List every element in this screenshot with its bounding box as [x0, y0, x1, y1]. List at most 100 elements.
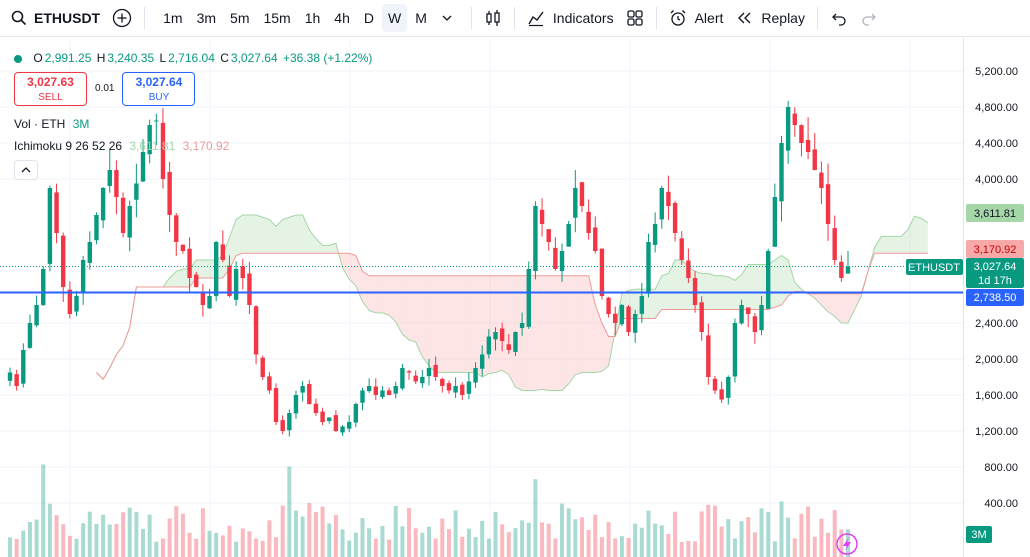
volume-bar [194, 538, 199, 557]
cloud-segment [568, 275, 576, 384]
chevron-up-icon [21, 167, 31, 173]
volume-bar [287, 466, 292, 557]
cloud-segment [814, 293, 822, 305]
cloud-segment [828, 293, 835, 317]
candle-body [41, 269, 46, 306]
volume-bar [593, 514, 598, 557]
price-axis[interactable]: 5,200.00 4,800.00 4,400.00 4,000.00 2,400.00… [975, 66, 1018, 510]
symbol-search-button[interactable]: ETHUSDT [0, 0, 106, 37]
candle-body [759, 305, 764, 331]
candle-body [453, 386, 458, 393]
candle-body [632, 314, 638, 333]
price-tick-label: 2,000.00 [975, 354, 1018, 366]
change-value: +36.38 (+1.22%) [282, 51, 373, 65]
cloud-segment [834, 293, 842, 323]
cloud-segment [362, 271, 370, 311]
candle-body [426, 368, 432, 377]
candle-body [400, 368, 405, 389]
collapse-legend-button[interactable] [14, 160, 38, 180]
lightning-icon[interactable] [836, 533, 858, 555]
candles-icon [486, 10, 500, 26]
volume-bar [679, 541, 684, 557]
candle-body [287, 413, 292, 431]
interval-m[interactable]: M [415, 10, 427, 26]
alert-button[interactable]: Alert [663, 0, 730, 37]
candle-body [140, 152, 146, 182]
undo-icon [832, 13, 846, 26]
candle-body [200, 291, 206, 305]
indicators-button[interactable]: Indicators [521, 0, 620, 37]
candle-body [80, 260, 86, 292]
chart-type-button[interactable] [478, 0, 508, 37]
candle-body [712, 378, 718, 391]
candle-body [114, 170, 119, 197]
redo-button[interactable] [854, 0, 884, 37]
candle-body [533, 206, 538, 272]
plus-circle-icon [112, 8, 132, 28]
layouts-button[interactable] [620, 0, 650, 37]
top-toolbar: ETHUSDT 1m 3m 5m 15m 1h 4h D W M Indicat… [0, 0, 1030, 37]
volume-bar [107, 524, 112, 557]
sell-button[interactable]: 3,027.63 SELL [14, 72, 87, 106]
ichimoku-indicator-legend[interactable]: Ichimoku 9 26 52 26 3,611.81 3,170.92 [14, 138, 374, 154]
interval-1m[interactable]: 1m [163, 10, 183, 26]
volume-bar [67, 535, 72, 557]
candle-body [539, 209, 545, 224]
cloud-segment [741, 264, 749, 310]
volume-bar [380, 525, 385, 557]
candle-body [586, 211, 591, 233]
cloud-segment [575, 275, 582, 375]
undo-button[interactable] [824, 0, 854, 37]
volume-bar [227, 525, 232, 557]
compare-button[interactable] [106, 0, 138, 37]
cloud-segment [435, 275, 443, 373]
volume-bar [599, 537, 604, 557]
interval-15m[interactable]: 15m [263, 10, 291, 26]
candle-body [732, 323, 738, 377]
volume-bar [234, 541, 239, 557]
volume-bar [619, 536, 624, 557]
candle-body [679, 238, 684, 260]
buy-label: BUY [148, 92, 170, 103]
cloud-segment [462, 275, 469, 373]
candle-body [154, 120, 159, 122]
interval-group: 1m 3m 5m 15m 1h 4h D W M [151, 0, 465, 37]
cloud-segment [475, 275, 483, 377]
volume-bar [633, 523, 638, 557]
candle-body [174, 215, 179, 242]
c-value: 3,027.64 [230, 51, 278, 65]
volume-bar [240, 528, 245, 557]
candle-body [327, 417, 332, 421]
cloud-segment [921, 218, 928, 254]
badge-span-b-text: 3,170.92 [974, 244, 1017, 256]
volume-bar [732, 538, 737, 557]
candle-body [94, 215, 99, 241]
cloud-segment [881, 236, 888, 254]
interval-d[interactable]: D [363, 10, 374, 26]
volume-bar [506, 532, 511, 557]
volume-indicator-legend[interactable]: Vol · ETH 3M [14, 116, 374, 132]
grid-icon [626, 10, 643, 26]
volume-bar [779, 501, 784, 557]
interval-dropdown[interactable] [435, 4, 459, 32]
interval-5m[interactable]: 5m [230, 10, 250, 26]
interval-4h[interactable]: 4h [334, 10, 350, 26]
candle-body [134, 183, 139, 200]
o-label: O [33, 51, 43, 65]
cloud-segment [242, 215, 250, 254]
candle-body [213, 242, 219, 297]
volume-bar [214, 532, 219, 557]
candle-body [566, 224, 571, 247]
interval-1h[interactable]: 1h [304, 10, 321, 26]
volume-bar [353, 532, 358, 557]
replay-button[interactable]: Replay [729, 0, 811, 37]
buy-button[interactable]: 3,027.64 BUY [122, 72, 196, 106]
ichimoku-label: Ichimoku 9 26 52 26 [14, 139, 123, 153]
interval-w[interactable]: W [382, 4, 408, 32]
volume-bar [94, 523, 99, 557]
cloud-segment [841, 293, 848, 323]
volume-bar [826, 532, 831, 557]
candle-body [14, 374, 19, 386]
interval-3m[interactable]: 3m [196, 10, 217, 26]
price-chart[interactable]: 5,200.00 4,800.00 4,400.00 4,000.00 2,400.00… [0, 38, 1030, 557]
